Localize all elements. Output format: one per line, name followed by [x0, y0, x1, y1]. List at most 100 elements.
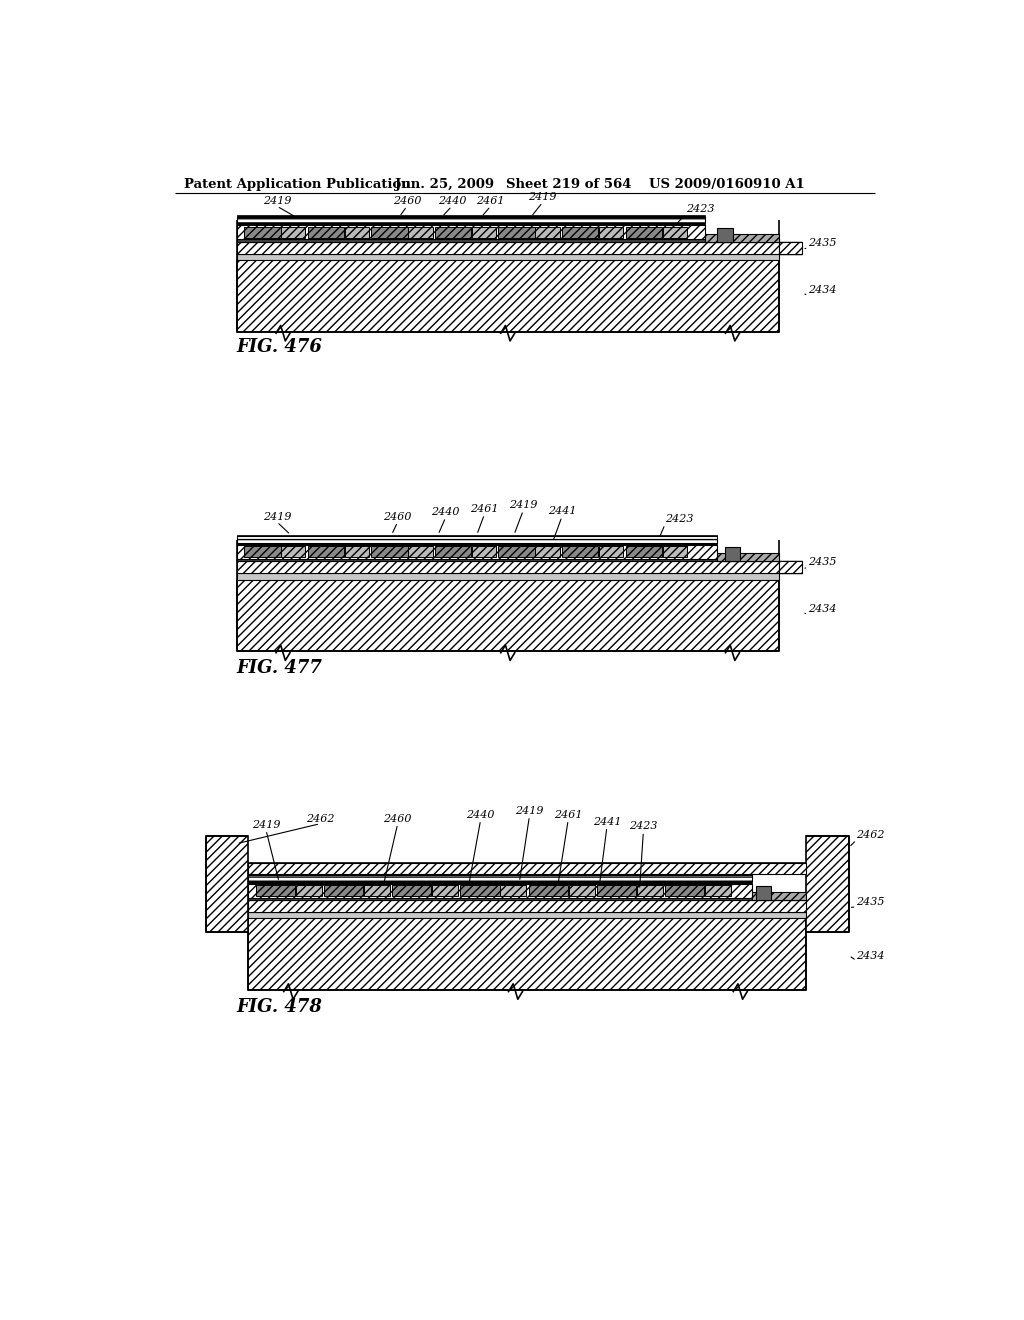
Bar: [237, 242, 779, 253]
Bar: [308, 546, 344, 557]
Text: 2434: 2434: [856, 950, 885, 961]
Bar: [248, 863, 806, 874]
Bar: [364, 886, 390, 896]
Bar: [779, 561, 802, 573]
Bar: [237, 216, 706, 223]
Bar: [345, 546, 369, 557]
Text: 2462: 2462: [306, 813, 335, 824]
Bar: [779, 242, 802, 253]
Bar: [432, 886, 458, 896]
Bar: [237, 215, 706, 216]
Bar: [409, 546, 432, 557]
Bar: [725, 548, 740, 561]
Bar: [717, 228, 732, 242]
Bar: [637, 886, 663, 896]
Bar: [663, 546, 687, 557]
Text: 2423: 2423: [665, 515, 693, 524]
Text: 2441: 2441: [548, 507, 577, 516]
Text: 2435: 2435: [809, 238, 837, 248]
Text: 2460: 2460: [383, 512, 412, 521]
Bar: [237, 223, 706, 226]
Bar: [806, 836, 849, 932]
Bar: [536, 227, 560, 238]
Text: 2440: 2440: [466, 810, 495, 820]
Text: 2435: 2435: [856, 896, 885, 907]
Bar: [237, 579, 779, 651]
Bar: [248, 882, 752, 884]
Bar: [237, 535, 717, 536]
Bar: [237, 536, 717, 543]
Bar: [296, 886, 322, 896]
Bar: [282, 546, 305, 557]
Bar: [245, 227, 281, 238]
Bar: [248, 898, 806, 900]
Text: 2419: 2419: [528, 193, 557, 202]
Bar: [248, 874, 752, 875]
Text: FIG. 477: FIG. 477: [237, 659, 323, 677]
Bar: [472, 227, 496, 238]
Bar: [248, 875, 752, 882]
Bar: [597, 886, 636, 896]
Text: 2434: 2434: [809, 605, 837, 614]
Bar: [626, 227, 662, 238]
Text: 2419: 2419: [262, 197, 291, 206]
Text: 2441: 2441: [593, 817, 622, 826]
Bar: [501, 886, 526, 896]
Bar: [528, 886, 567, 896]
Bar: [562, 546, 598, 557]
Bar: [237, 226, 706, 239]
Bar: [435, 546, 471, 557]
Bar: [308, 227, 344, 238]
Bar: [324, 886, 364, 896]
Text: 2461: 2461: [470, 504, 499, 515]
Bar: [568, 886, 595, 896]
Bar: [248, 884, 752, 898]
Text: Sheet 219 of 564: Sheet 219 of 564: [506, 178, 632, 191]
Bar: [717, 553, 779, 561]
Bar: [435, 227, 471, 238]
Bar: [237, 260, 779, 331]
Text: 2461: 2461: [476, 197, 505, 206]
Bar: [245, 546, 281, 557]
Bar: [461, 886, 500, 896]
Bar: [499, 227, 535, 238]
Bar: [237, 558, 779, 561]
Text: 2461: 2461: [554, 810, 583, 820]
Bar: [599, 227, 624, 238]
Bar: [626, 546, 662, 557]
Bar: [237, 253, 779, 260]
Text: 2440: 2440: [431, 507, 460, 517]
Bar: [562, 227, 598, 238]
Bar: [256, 886, 295, 896]
Text: FIG. 476: FIG. 476: [237, 338, 323, 356]
Bar: [536, 546, 560, 557]
Bar: [237, 543, 717, 545]
Bar: [705, 886, 731, 896]
Text: Jun. 25, 2009: Jun. 25, 2009: [395, 178, 495, 191]
Text: 2419: 2419: [509, 500, 538, 511]
Bar: [472, 546, 496, 557]
Bar: [706, 234, 779, 242]
Bar: [665, 886, 705, 896]
Bar: [237, 545, 717, 558]
Bar: [663, 227, 687, 238]
Text: 2440: 2440: [437, 197, 466, 206]
Text: 2419: 2419: [515, 807, 544, 816]
Text: 2423: 2423: [629, 821, 657, 832]
Bar: [752, 892, 806, 900]
Text: FIG. 478: FIG. 478: [237, 998, 323, 1016]
Bar: [237, 573, 779, 579]
Bar: [499, 546, 535, 557]
Text: 2419: 2419: [262, 512, 291, 521]
Bar: [409, 227, 432, 238]
Bar: [248, 912, 806, 919]
Text: Patent Application Publication: Patent Application Publication: [183, 178, 411, 191]
Text: 2460: 2460: [393, 197, 421, 206]
Text: 2423: 2423: [686, 203, 715, 214]
Text: 2462: 2462: [856, 830, 885, 840]
Text: US 2009/0160910 A1: US 2009/0160910 A1: [649, 178, 805, 191]
Bar: [248, 919, 806, 990]
Bar: [206, 836, 248, 932]
Text: 2434: 2434: [809, 285, 837, 296]
Bar: [599, 546, 624, 557]
